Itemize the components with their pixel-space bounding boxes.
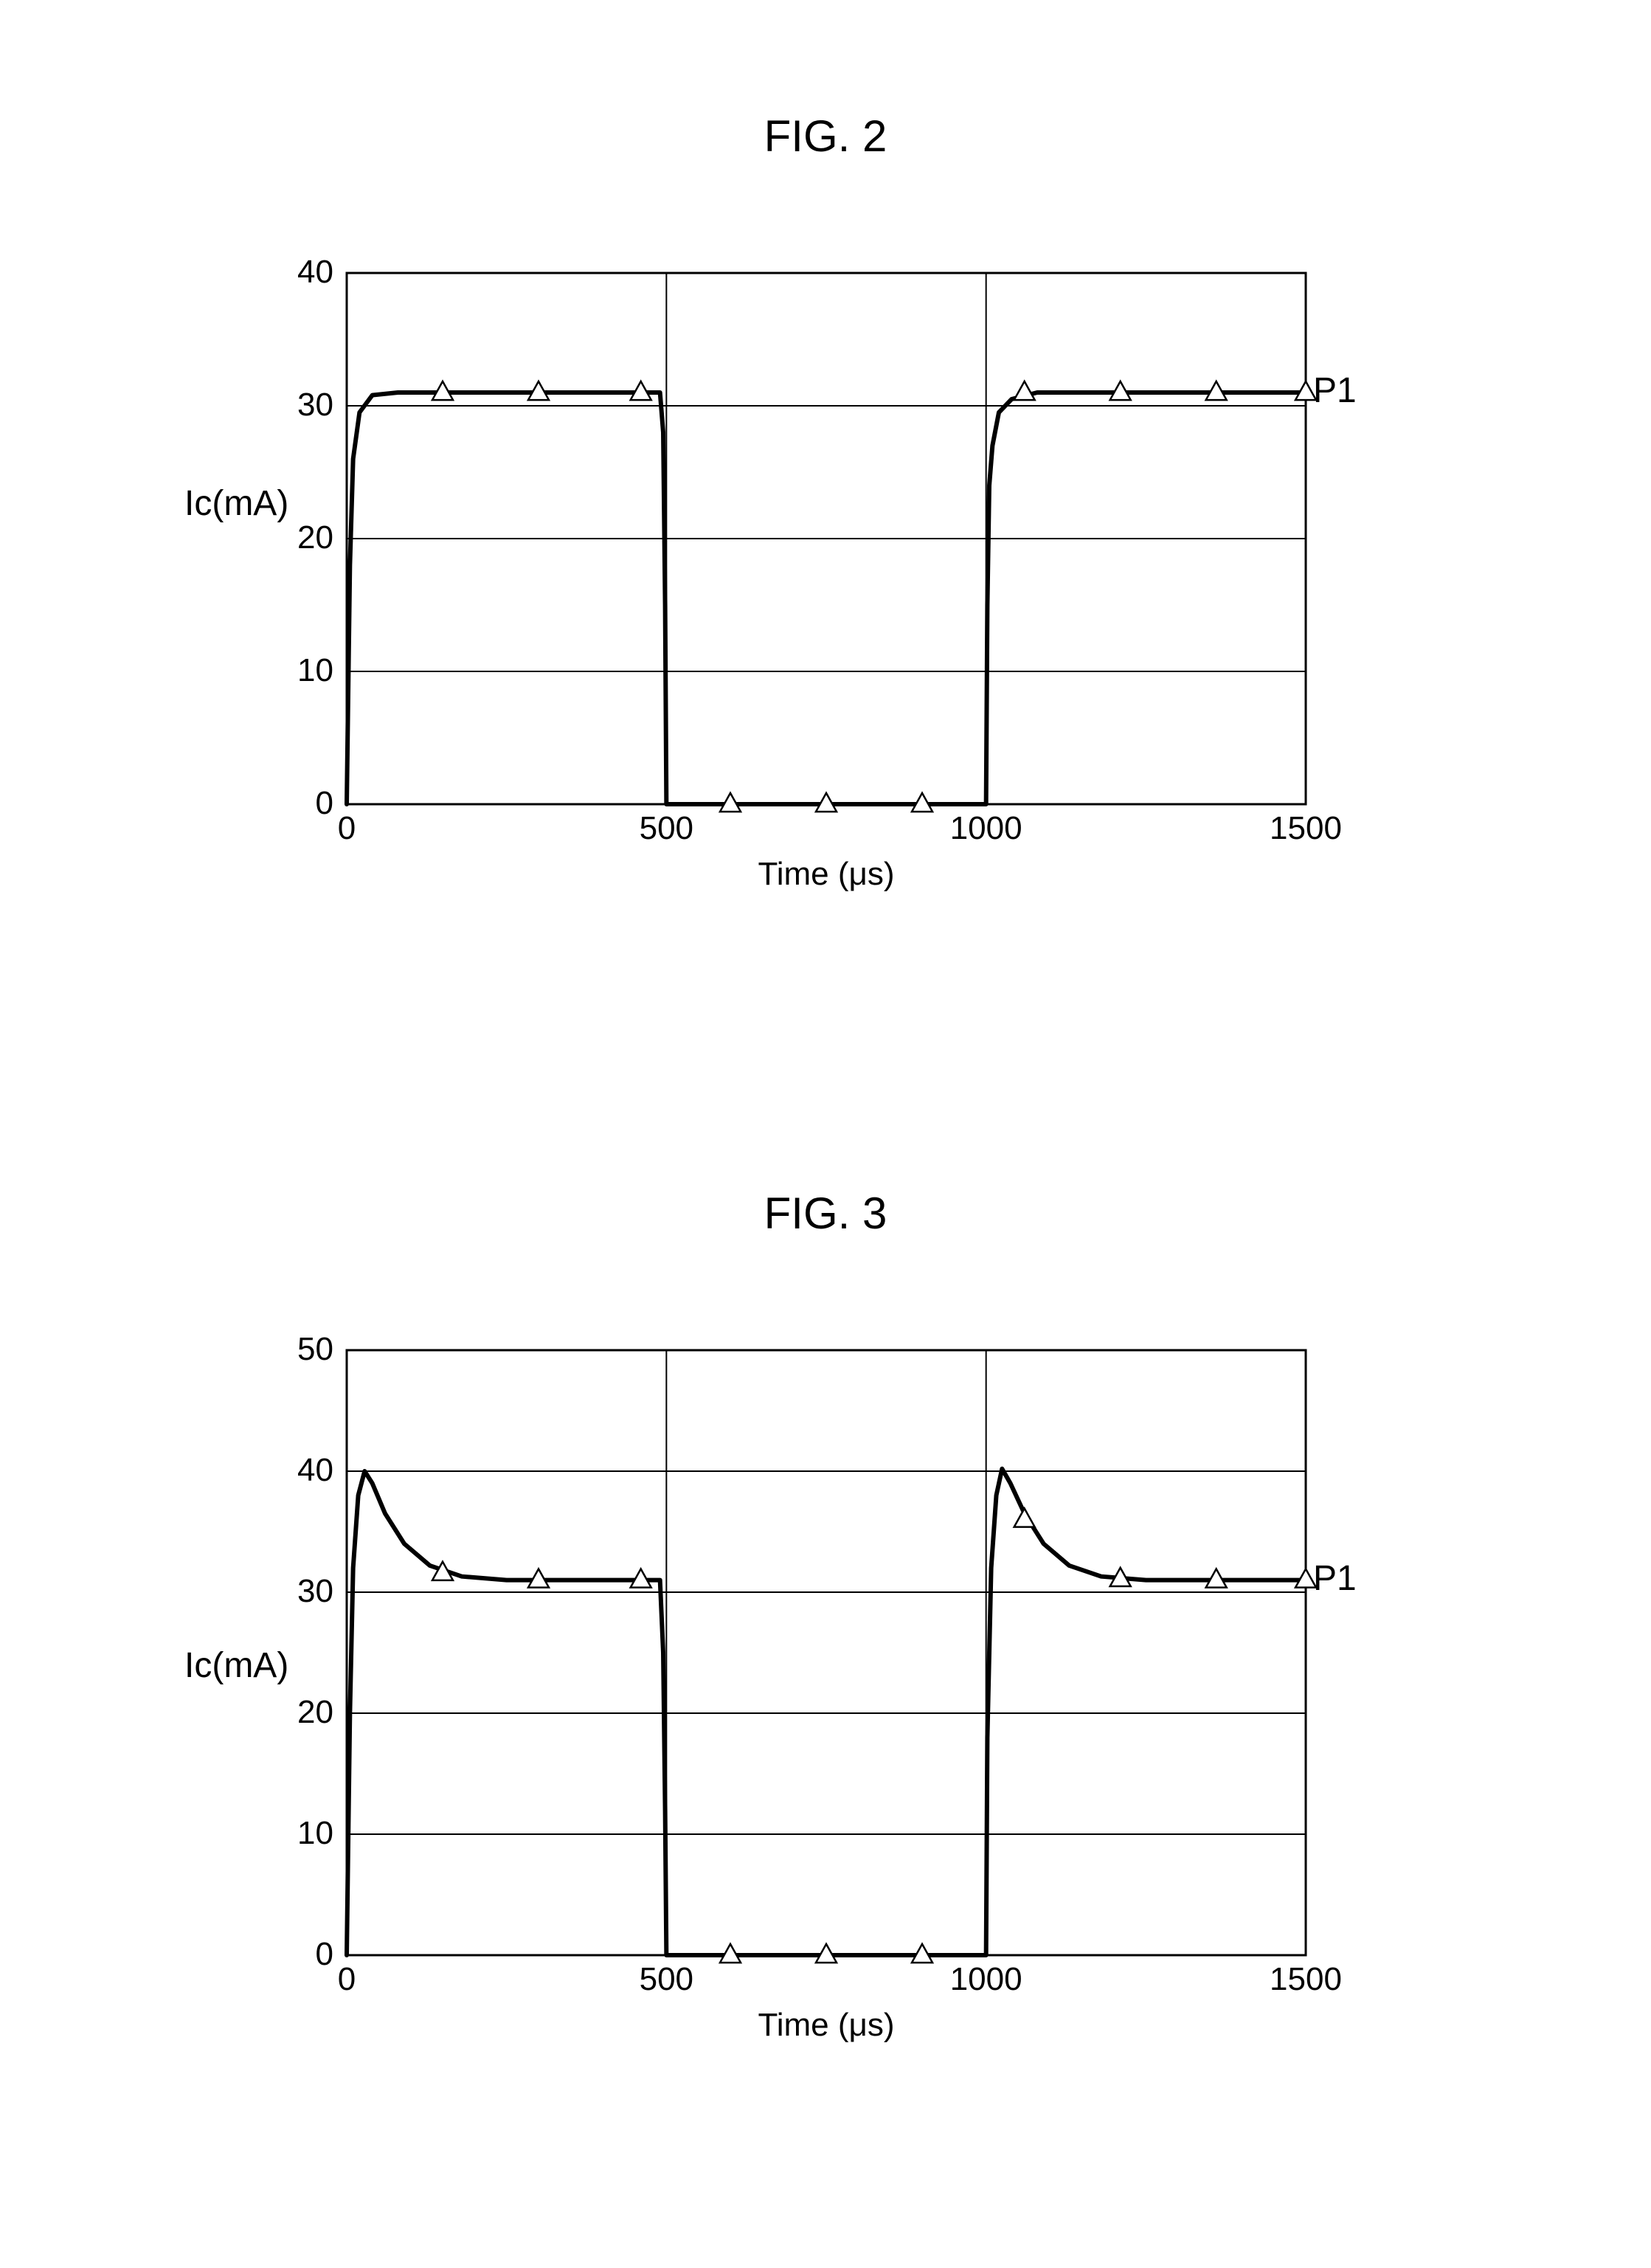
figure-3-ylabel: Ic(mA): [184, 1645, 288, 1686]
figure-2-svg: [347, 273, 1306, 804]
y-tick-label: 40: [297, 254, 333, 291]
y-tick-label: 50: [297, 1331, 333, 1368]
x-tick-label: 1000: [949, 810, 1023, 847]
x-tick-label: 1500: [1269, 810, 1343, 847]
figure-3-title: FIG. 3: [0, 1188, 1651, 1239]
y-tick-label: 30: [297, 1573, 333, 1610]
x-tick-label: 0: [310, 1961, 384, 1998]
figure-3-svg: [347, 1350, 1306, 1955]
figure-2-series-label: P1: [1313, 370, 1357, 411]
figure-2-xlabel: Time (μs): [347, 856, 1306, 893]
y-tick-label: 10: [297, 652, 333, 689]
x-tick-label: 500: [629, 1961, 703, 1998]
figure-3-series-label: P1: [1313, 1558, 1357, 1599]
y-tick-label: 20: [297, 1694, 333, 1731]
x-tick-label: 1000: [949, 1961, 1023, 1998]
figure-2-ylabel: Ic(mA): [184, 483, 288, 524]
figure-3-chart: [347, 1350, 1306, 1955]
x-tick-label: 0: [310, 810, 384, 847]
x-tick-label: 500: [629, 810, 703, 847]
x-tick-label: 1500: [1269, 1961, 1343, 1998]
y-tick-label: 30: [297, 387, 333, 423]
y-tick-label: 10: [297, 1815, 333, 1852]
y-tick-label: 20: [297, 519, 333, 556]
y-tick-label: 40: [297, 1452, 333, 1489]
figure-2-title: FIG. 2: [0, 111, 1651, 162]
figure-3-xlabel: Time (μs): [347, 2007, 1306, 2044]
figure-2-chart: [347, 273, 1306, 804]
